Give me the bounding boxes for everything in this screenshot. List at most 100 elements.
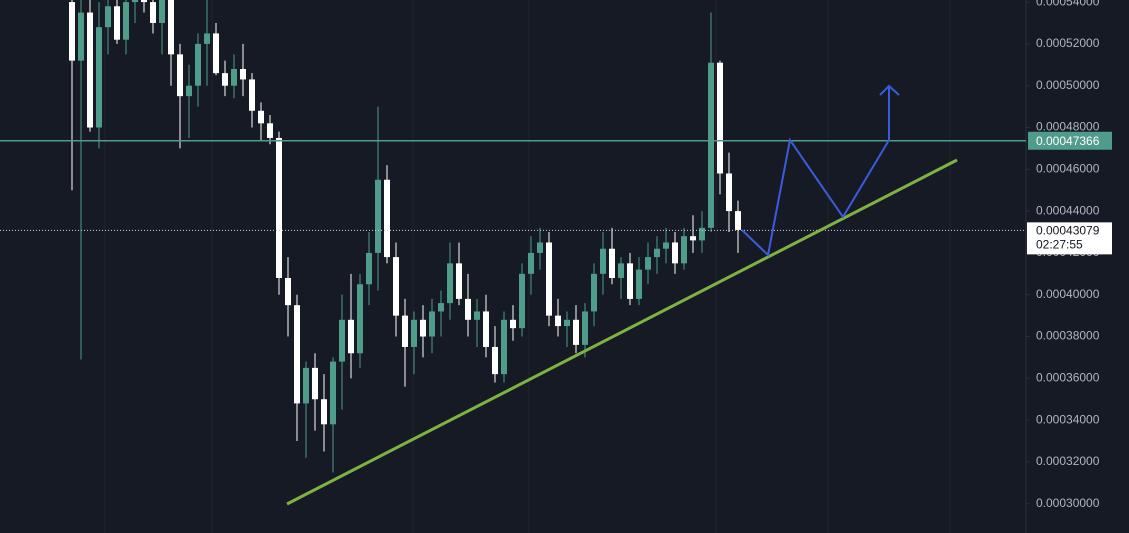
candle-body: [285, 277, 291, 306]
last-price-label: 0.00043079: [1036, 224, 1100, 238]
candle-body: [555, 315, 561, 327]
candle-body: [735, 211, 741, 230]
candle-body: [231, 68, 237, 86]
candle-body: [321, 399, 327, 425]
candle-body: [519, 273, 525, 329]
y-tick-label: 0.00050000: [1036, 78, 1100, 92]
y-tick-label: 0.00054000: [1036, 0, 1100, 8]
candle-body: [582, 311, 588, 345]
countdown-label: 02:27:55: [1036, 238, 1083, 252]
price-label: 0.00047366: [1036, 134, 1100, 148]
candle-body: [114, 6, 120, 40]
time-grid: [104, 0, 951, 533]
candle-body: [456, 263, 462, 299]
candle-body: [123, 2, 129, 40]
candle-body: [96, 27, 102, 128]
candle-body: [339, 319, 345, 362]
candle-body: [348, 319, 354, 354]
y-tick-label: 0.00034000: [1036, 412, 1100, 426]
candle-body: [366, 252, 372, 285]
candle-body: [213, 33, 219, 74]
candle-body: [294, 305, 300, 404]
candle-body: [204, 33, 210, 44]
candle-body: [375, 179, 381, 253]
candle-body: [627, 263, 633, 299]
trend-line: [286, 158, 958, 506]
candle-body: [618, 263, 624, 278]
candle-body: [609, 248, 615, 278]
plot-area: [0, 0, 1026, 473]
price-axis: 0.00030000 0.00032000 0.00034000 0.00036000…: [1026, 0, 1112, 510]
candle-body: [645, 257, 651, 270]
candle-body: [267, 123, 273, 138]
candle-body: [564, 319, 570, 327]
candle-body: [312, 367, 318, 400]
candle-body: [654, 248, 660, 258]
candle-body: [672, 242, 678, 264]
candle-body: [150, 2, 156, 23]
candle-body: [717, 62, 723, 174]
candle-body: [492, 346, 498, 375]
y-tick-label: 0.00030000: [1036, 496, 1100, 510]
candle-body: [438, 303, 444, 312]
candle-body: [636, 269, 642, 299]
candle-body: [429, 311, 435, 337]
candle-body: [222, 73, 228, 86]
candle-body: [87, 12, 93, 128]
candle-body: [168, 0, 174, 55]
candle-body: [384, 179, 390, 258]
candle-body: [240, 68, 246, 80]
candle-body: [132, 0, 138, 3]
candle-body: [573, 319, 579, 345]
candle-body: [537, 242, 543, 253]
candle-body: [708, 62, 714, 228]
candle-body: [195, 43, 201, 86]
candle-body: [681, 236, 687, 264]
candle-body: [69, 2, 75, 61]
candle-body: [546, 242, 552, 316]
y-tick-label: 0.00044000: [1036, 203, 1100, 217]
candle-body: [393, 257, 399, 316]
candle-body: [411, 319, 417, 347]
candle-body: [726, 173, 732, 212]
candle-body: [141, 0, 147, 3]
y-tick-label: 0.00052000: [1036, 36, 1100, 50]
projection-path: [741, 86, 890, 257]
arrow-head: [879, 84, 900, 96]
candle-body: [663, 242, 669, 249]
candle-body: [159, 0, 165, 23]
y-tick-label: 0.00038000: [1036, 329, 1100, 343]
y-tick-label: 0.00036000: [1036, 370, 1100, 384]
y-tick-label: 0.00048000: [1036, 120, 1100, 134]
y-tick-label: 0.00040000: [1036, 287, 1100, 301]
candle-body: [420, 319, 426, 337]
price-label-box: [1028, 131, 1112, 150]
candle-body: [465, 298, 471, 320]
candle-body: [258, 110, 264, 124]
candle-body: [483, 311, 489, 347]
candle-body: [447, 263, 453, 304]
last-price-box: [1027, 222, 1112, 255]
candle-body: [510, 319, 516, 329]
candle-body: [690, 236, 696, 241]
y-tick-label: 0.00046000: [1036, 161, 1100, 175]
candle-body: [402, 315, 408, 347]
candle-body: [186, 85, 192, 97]
candle-body: [78, 12, 84, 61]
candle-body: [330, 361, 336, 425]
candle-body: [528, 252, 534, 274]
candle-body: [501, 319, 507, 375]
candle-body: [276, 137, 282, 278]
candle-body: [357, 284, 363, 354]
candle-body: [177, 54, 183, 97]
candle-body: [474, 311, 480, 320]
candle-body: [591, 273, 597, 312]
candle-body: [249, 79, 255, 111]
candle-body: [600, 248, 606, 274]
candle-body: [105, 6, 111, 28]
y-tick-label: 0.00032000: [1036, 454, 1100, 468]
candle-body: [303, 367, 309, 404]
